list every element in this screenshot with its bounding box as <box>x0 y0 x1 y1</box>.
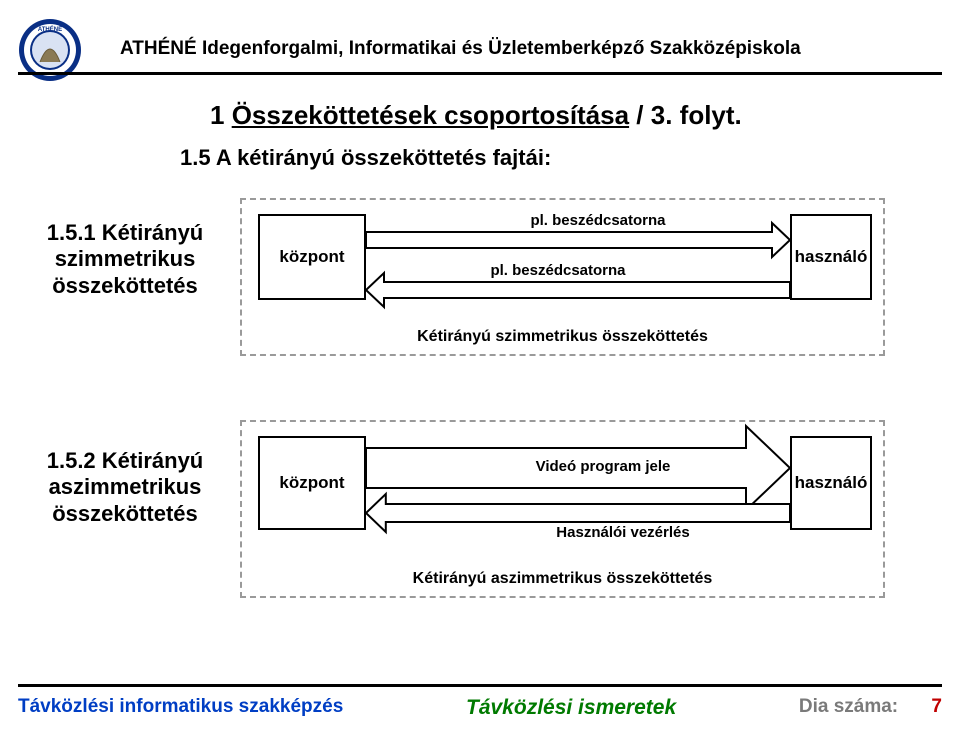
diagram2-flow-bottom-label: Használói vezérlés <box>503 524 743 541</box>
footer-page-number: 7 <box>931 696 942 717</box>
footer-right: Dia száma: 7 <box>799 696 942 720</box>
footer-left: Távközlési informatikus szakképzés <box>18 696 343 720</box>
footer-rule <box>18 684 942 687</box>
footer-slide-label: Dia száma: <box>799 696 898 717</box>
footer-mid: Távközlési ismeretek <box>466 696 676 720</box>
footer: Távközlési informatikus szakképzés Távkö… <box>18 696 942 720</box>
diagram2-caption: Kétirányú aszimmetrikus összeköttetés <box>240 570 885 588</box>
diagram2-flow-top-label: Videó program jele <box>483 458 723 475</box>
diagram2-arrows <box>0 0 960 742</box>
